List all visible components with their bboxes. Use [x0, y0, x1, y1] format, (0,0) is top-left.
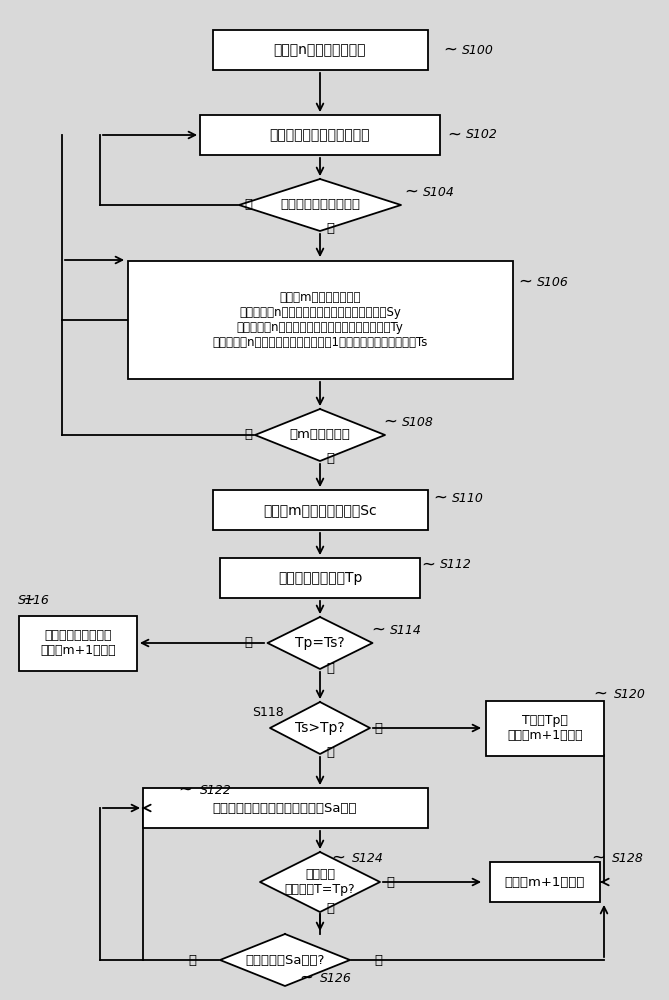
- Text: ~: ~: [21, 591, 35, 609]
- Text: 是: 是: [326, 746, 334, 760]
- Text: S102: S102: [466, 128, 498, 141]
- Text: ~: ~: [447, 126, 461, 144]
- Polygon shape: [270, 702, 370, 754]
- Text: 否: 否: [326, 662, 334, 674]
- Text: S110: S110: [452, 491, 484, 504]
- FancyBboxPatch shape: [142, 788, 427, 828]
- Text: 空调第m次进入除霜模式
获取运行第n次制热程序全过程的制热模式时间Sy
获取运行第n次制热程序全过程的盘管总平均温度Ty
获取运行第n次制热程序全过程的最后1分: 空调第m次进入除霜模式 获取运行第n次制热程序全过程的制热模式时间Sy 获取运行…: [212, 291, 427, 349]
- Text: S104: S104: [423, 186, 455, 198]
- FancyBboxPatch shape: [200, 115, 440, 155]
- Text: Tp=Ts?: Tp=Ts?: [295, 636, 345, 650]
- Text: ~: ~: [433, 489, 447, 507]
- Text: 是: 是: [244, 637, 252, 650]
- Text: S106: S106: [537, 275, 569, 288]
- Text: S116: S116: [18, 593, 50, 606]
- Text: 第m次除霜结束: 第m次除霜结束: [290, 428, 351, 442]
- Text: T达到Tp时
开始第m+1次除霜: T达到Tp时 开始第m+1次除霜: [507, 714, 583, 742]
- Text: S100: S100: [462, 43, 494, 56]
- FancyBboxPatch shape: [220, 558, 420, 598]
- Text: ~: ~: [331, 849, 345, 867]
- Text: S114: S114: [390, 624, 422, 637]
- FancyBboxPatch shape: [213, 490, 427, 530]
- Text: ~: ~: [593, 685, 607, 703]
- Text: 否: 否: [188, 954, 196, 966]
- Polygon shape: [220, 934, 350, 986]
- Text: ~: ~: [383, 413, 397, 431]
- Text: ~: ~: [371, 621, 385, 639]
- Text: ~: ~: [178, 781, 192, 799]
- Text: ~: ~: [299, 969, 313, 987]
- Text: S108: S108: [402, 416, 434, 428]
- Text: 是: 是: [326, 452, 334, 464]
- Text: S112: S112: [440, 558, 472, 572]
- Polygon shape: [268, 617, 373, 669]
- FancyBboxPatch shape: [19, 615, 137, 670]
- Text: 否: 否: [326, 902, 334, 914]
- Text: 计算校准平均温度Tp: 计算校准平均温度Tp: [278, 571, 362, 585]
- Text: 否: 否: [244, 198, 252, 212]
- FancyBboxPatch shape: [486, 700, 604, 756]
- Text: 否: 否: [244, 428, 252, 442]
- Text: 满足预设触发条件后再延长运行Sa时间: 满足预设触发条件后再延长运行Sa时间: [213, 802, 357, 814]
- Text: 延长运行
的过程中T=Tp?: 延长运行 的过程中T=Tp?: [285, 868, 355, 896]
- Text: 检测室内换热器的盘管温度: 检测室内换热器的盘管温度: [270, 128, 370, 142]
- Polygon shape: [260, 852, 380, 912]
- Text: ~: ~: [443, 41, 457, 59]
- Text: 空调第n次进入制热模式: 空调第n次进入制热模式: [274, 43, 366, 57]
- Text: S120: S120: [614, 688, 646, 700]
- Text: S126: S126: [320, 972, 352, 984]
- Text: 开始第m+1次除霜: 开始第m+1次除霜: [505, 876, 585, 888]
- FancyBboxPatch shape: [490, 862, 600, 902]
- Text: S122: S122: [200, 784, 232, 796]
- Text: ~: ~: [404, 183, 418, 201]
- Text: S124: S124: [352, 852, 384, 864]
- FancyBboxPatch shape: [213, 30, 427, 70]
- Polygon shape: [239, 179, 401, 231]
- Text: ~: ~: [518, 273, 532, 291]
- Text: 否: 否: [374, 722, 382, 734]
- Text: Ts>Tp?: Ts>Tp?: [295, 721, 345, 735]
- Text: 是: 是: [374, 954, 382, 966]
- Text: 获取第m次除霜模式时间Sc: 获取第m次除霜模式时间Sc: [263, 503, 377, 517]
- FancyBboxPatch shape: [128, 261, 512, 379]
- Polygon shape: [255, 409, 385, 461]
- Text: ~: ~: [591, 849, 605, 867]
- Text: 是: 是: [326, 222, 334, 234]
- Text: S118: S118: [252, 706, 284, 718]
- Text: 已延长运行Sa时间?: 已延长运行Sa时间?: [246, 954, 324, 966]
- Text: ~: ~: [421, 556, 435, 574]
- Text: S128: S128: [612, 852, 644, 864]
- Text: 满足预设触发条件后
开始第m+1次除霜: 满足预设触发条件后 开始第m+1次除霜: [40, 629, 116, 657]
- Text: 空调满足预设触发条件: 空调满足预设触发条件: [280, 198, 360, 212]
- Text: 是: 是: [386, 876, 394, 888]
